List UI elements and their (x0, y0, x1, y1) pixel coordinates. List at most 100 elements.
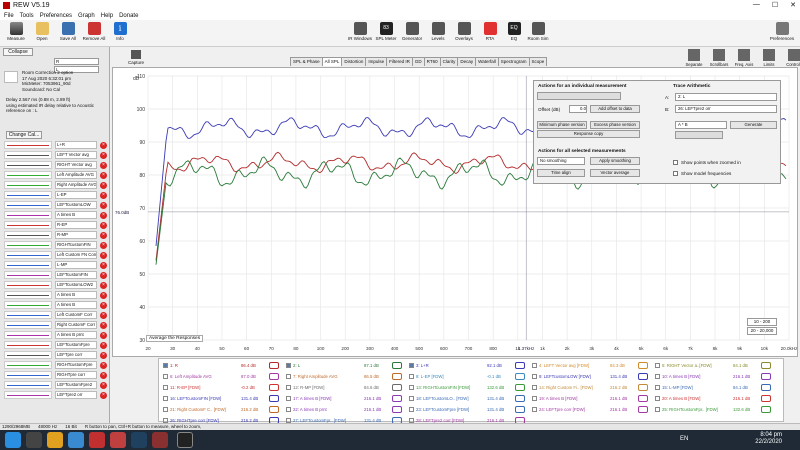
measurement-name[interactable]: A times B prnt (55, 331, 97, 339)
measurement-name[interactable]: Left CustomF Corr (55, 311, 97, 319)
measurement-thumb[interactable] (4, 201, 52, 209)
legend-checkbox[interactable] (655, 396, 660, 402)
legend-color-swatch[interactable] (515, 406, 525, 413)
legend-item[interactable]: 18: LEFTcustomLO.. [FDW] 131.4 dB (409, 394, 529, 403)
controls-button[interactable]: Controls (783, 49, 800, 73)
offset-input[interactable]: 0.0 (569, 105, 587, 113)
delete-measurement-icon[interactable]: × (100, 332, 107, 339)
change-cal-button[interactable]: Change Cal... (6, 131, 42, 139)
measurement-list-item[interactable]: LEFTpre2 orr × (2, 390, 108, 400)
legend-checkbox[interactable] (655, 385, 660, 391)
measurement-name[interactable]: Right Amplitude AVG (55, 181, 97, 189)
measurement-list-item[interactable]: A times B × (2, 290, 108, 300)
measurement-list-item[interactable]: RIGHTcustomFIN × (2, 240, 108, 250)
excess-phase-button[interactable]: Excess phase version (590, 121, 640, 129)
legend-color-swatch[interactable] (269, 373, 279, 380)
legend-color-swatch[interactable] (638, 362, 648, 369)
legend-item[interactable]: 23: LEFTcustomFpre [FDW] 131.4 dB (409, 405, 529, 414)
measurement-thumb[interactable] (4, 281, 52, 289)
measurement-thumbnail[interactable] (4, 71, 18, 83)
measurement-name[interactable]: A times B (55, 211, 97, 219)
delete-measurement-icon[interactable]: × (100, 372, 107, 379)
legend-checkbox[interactable] (532, 374, 537, 380)
legend-color-swatch[interactable] (392, 384, 402, 391)
measurement-name[interactable]: A times B (55, 301, 97, 309)
legend-color-swatch[interactable] (515, 395, 525, 402)
measurement-thumb[interactable] (4, 221, 52, 229)
legend-checkbox[interactable] (532, 385, 537, 391)
legend-color-swatch[interactable] (392, 406, 402, 413)
search-icon[interactable] (26, 432, 42, 448)
legend-checkbox[interactable] (409, 418, 414, 424)
measurement-thumb[interactable] (4, 301, 52, 309)
legend-color-swatch[interactable] (638, 395, 648, 402)
legend-checkbox[interactable] (409, 363, 414, 369)
legend-item[interactable]: 11: R-EP [FDW] -0.2 dB (163, 383, 283, 392)
rew-running-icon[interactable] (177, 432, 193, 448)
remove-all-button[interactable]: Remove All (80, 22, 108, 46)
tab-distortion[interactable]: Distortion (341, 57, 367, 66)
legend-color-swatch[interactable] (638, 373, 648, 380)
measurement-name[interactable]: L+R (55, 141, 97, 149)
legend-checkbox[interactable] (409, 396, 414, 402)
delete-measurement-icon[interactable]: × (100, 202, 107, 209)
measurement-list-item[interactable]: LEFTpre corr × (2, 350, 108, 360)
legend-item[interactable]: 15: L-MP [FDW] 84.1 dB (655, 383, 775, 392)
show-zoomed-checkbox[interactable] (673, 160, 678, 165)
legend-checkbox[interactable] (532, 396, 537, 402)
min-phase-button[interactable]: Minimum phase version (537, 121, 587, 129)
legend-color-swatch[interactable] (515, 362, 525, 369)
tab-impulse[interactable]: Impulse (365, 57, 388, 66)
legend-item[interactable]: 12: R-MP [FDW] 84.6 dB (286, 383, 406, 392)
measurement-name[interactable]: LEFT Vector avg (55, 151, 97, 159)
measurement-thumb[interactable] (4, 381, 52, 389)
legend-item[interactable]: 6: Left Amplitude AVG 87.0 dB (163, 372, 283, 381)
measurement-list-item[interactable]: A times B × (2, 300, 108, 310)
measurement-notes[interactable]: Room Correction 2 option 17 Aug 2020 6:3… (22, 70, 74, 92)
measurement-list-item[interactable]: A times B prnt × (2, 330, 108, 340)
delete-measurement-icon[interactable]: × (100, 252, 107, 259)
measurement-list-item[interactable]: Right Amplitude AVG × (2, 180, 108, 190)
legend-checkbox[interactable] (655, 407, 660, 413)
legend-checkbox[interactable] (163, 396, 168, 402)
levels-button[interactable]: Levels (424, 22, 452, 46)
menu-graph[interactable]: Graph (78, 12, 95, 19)
delete-measurement-icon[interactable]: × (100, 322, 107, 329)
menu-preferences[interactable]: Preferences (39, 12, 73, 19)
measurement-list-item[interactable]: LEFTcustomFIN × (2, 270, 108, 280)
chrome-icon[interactable] (68, 432, 84, 448)
measurement-list-item[interactable]: L+R × (2, 140, 108, 150)
legend-color-swatch[interactable] (392, 395, 402, 402)
scrollbars-button[interactable]: Scrollbars (708, 49, 730, 73)
legend-item[interactable]: 19: A times B [FDW] 216.1 dB (532, 394, 652, 403)
measurement-thumb[interactable] (4, 311, 52, 319)
measurement-name[interactable]: LEFTpre corr (55, 351, 97, 359)
room-sim-button[interactable]: Room Sim (524, 22, 552, 46)
legend-checkbox[interactable] (286, 396, 291, 402)
legend-item[interactable]: 8: L-EP [FDW] -0.1 dB (409, 372, 529, 381)
trace-b-select[interactable]: 26: LEFTpre2 orr (675, 105, 777, 113)
overlays-button[interactable]: Overlays (450, 22, 478, 46)
measurement-name-field-2[interactable]: L (54, 66, 99, 73)
measurement-list-item[interactable]: RIGHTcustomFpre × (2, 360, 108, 370)
measurement-name[interactable]: R-EP (55, 221, 97, 229)
measurement-thumb[interactable] (4, 251, 52, 259)
legend-checkbox[interactable] (532, 407, 537, 413)
measurement-thumb[interactable] (4, 291, 52, 299)
measurement-list-item[interactable]: A times B × (2, 210, 108, 220)
rew-taskbar-icon[interactable] (131, 432, 147, 448)
measurement-thumb[interactable] (4, 331, 52, 339)
show-model-checkbox[interactable] (673, 171, 678, 176)
measurement-name[interactable]: LEFTcustomFpre2 (55, 381, 97, 389)
legend-checkbox[interactable] (532, 363, 537, 369)
measurement-thumb[interactable] (4, 271, 52, 279)
measurement-name[interactable]: RIGHTcustomFpre (55, 361, 97, 369)
measurement-list-item[interactable]: RIGHTpre corr × (2, 370, 108, 380)
measurement-thumb[interactable] (4, 261, 52, 269)
app-icon-2[interactable] (152, 432, 168, 448)
delete-measurement-icon[interactable]: × (100, 312, 107, 319)
legend-checkbox[interactable] (286, 418, 291, 424)
legend-color-swatch[interactable] (269, 406, 279, 413)
legend-item[interactable]: 2: L 87.1 dB (286, 361, 406, 370)
measurement-name-field[interactable]: R (54, 58, 99, 65)
